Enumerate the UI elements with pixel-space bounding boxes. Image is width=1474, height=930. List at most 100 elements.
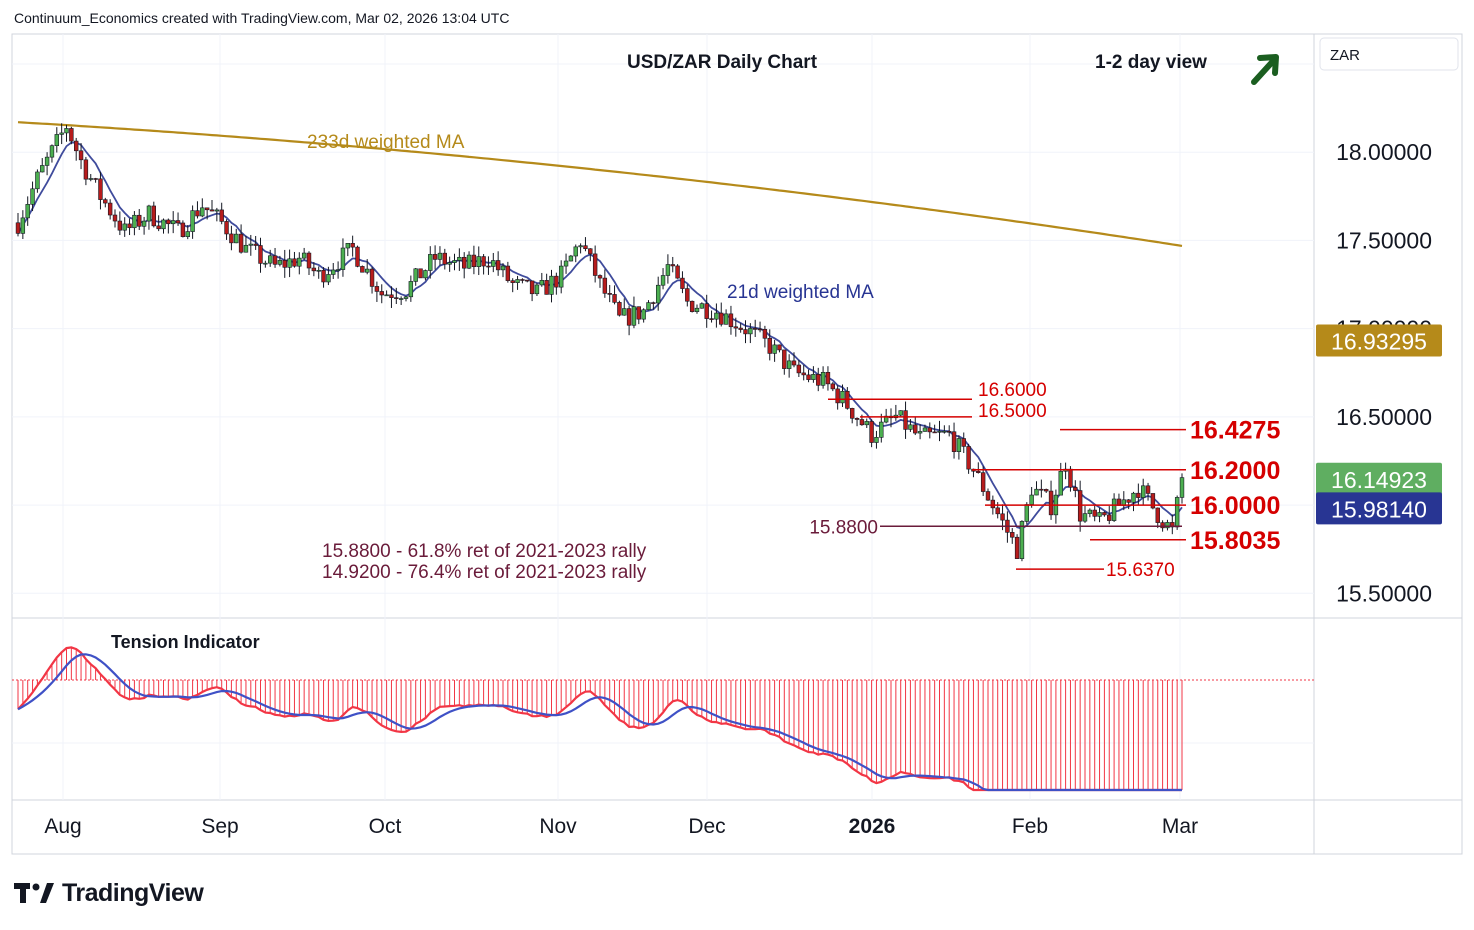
candle (127, 223, 132, 229)
candle (806, 374, 811, 380)
ma21-line (17, 141, 1183, 530)
candle (966, 446, 971, 470)
candle (432, 254, 438, 260)
candle (694, 307, 700, 312)
tension-slow-line (17, 653, 1182, 792)
candle (578, 245, 583, 248)
candle (932, 431, 937, 434)
candle (253, 243, 258, 246)
tradingview-logo-text: TradingView (62, 878, 204, 907)
candle (331, 269, 336, 275)
price-axis-label: 16.50000 (1336, 404, 1432, 430)
candle (534, 284, 540, 295)
candle (461, 256, 467, 269)
candle (476, 256, 481, 267)
candle (1044, 489, 1049, 492)
candle (956, 438, 962, 452)
indicator-title: Tension Indicator (111, 632, 260, 652)
price-tag (1316, 462, 1442, 495)
candle (398, 298, 404, 300)
candle (500, 265, 506, 271)
candle (316, 269, 321, 272)
candle (103, 199, 108, 204)
ma21-label: 21d weighted MA (727, 282, 874, 303)
time-axis-label: Dec (688, 815, 725, 838)
candle (1150, 493, 1156, 509)
candle (951, 431, 957, 452)
candle (651, 302, 656, 304)
candle (1155, 507, 1160, 523)
candle (1131, 492, 1136, 503)
candle (510, 280, 515, 283)
level-label: 15.8800 (809, 517, 878, 538)
candle (796, 364, 802, 374)
candle (772, 344, 777, 354)
candle (234, 233, 239, 244)
candle (898, 410, 903, 416)
candle (403, 296, 409, 299)
candle (1039, 488, 1044, 491)
candle (937, 431, 942, 433)
candle (180, 222, 186, 237)
candle (660, 275, 666, 286)
candle (69, 128, 74, 142)
candle (995, 507, 1000, 515)
tradingview-logo[interactable]: TradingView (14, 876, 204, 910)
candle (946, 430, 952, 433)
candle (738, 327, 743, 330)
candle (626, 308, 632, 326)
candle (146, 205, 152, 222)
candle (311, 267, 317, 272)
candle (350, 243, 355, 248)
candle (30, 188, 35, 205)
candle (243, 244, 249, 253)
candle (631, 306, 637, 326)
candle (1082, 513, 1088, 522)
candle (723, 313, 729, 325)
candle (835, 388, 840, 404)
candle (340, 247, 346, 270)
candle (452, 260, 457, 263)
candle (389, 294, 394, 298)
level-label: 15.8035 (1190, 527, 1280, 555)
candle (903, 410, 908, 430)
candle (529, 280, 535, 295)
candle (1141, 485, 1146, 498)
candle (35, 171, 40, 190)
candle (408, 281, 414, 298)
candle (49, 145, 55, 158)
candle (840, 390, 845, 404)
candle (583, 245, 588, 250)
candle (384, 294, 389, 297)
candle (98, 178, 103, 200)
candle (859, 419, 865, 426)
candle (849, 408, 855, 419)
candle (646, 302, 651, 311)
candle (704, 303, 709, 319)
candle (1107, 514, 1112, 521)
candle (917, 431, 923, 434)
candle (854, 417, 860, 420)
candle (423, 270, 428, 279)
candle (767, 337, 772, 354)
candle (15, 222, 21, 234)
candle (418, 268, 423, 279)
candle (1029, 494, 1034, 505)
candle (175, 220, 181, 224)
candle (209, 209, 215, 212)
chart-title: USD/ZAR Daily Chart (627, 52, 818, 73)
currency-box (1319, 37, 1459, 71)
candle (88, 178, 93, 180)
candle (757, 328, 763, 331)
price-tag-text: 16.93295 (1331, 328, 1427, 354)
tradingview-logo-icon (14, 881, 54, 905)
candle (360, 266, 365, 273)
time-axis-label: Aug (44, 815, 81, 838)
candle (942, 430, 947, 433)
candle (1068, 468, 1073, 488)
candle (830, 383, 836, 390)
candle (1010, 532, 1015, 538)
level-label: 16.2000 (1190, 457, 1280, 485)
candle (515, 279, 520, 283)
